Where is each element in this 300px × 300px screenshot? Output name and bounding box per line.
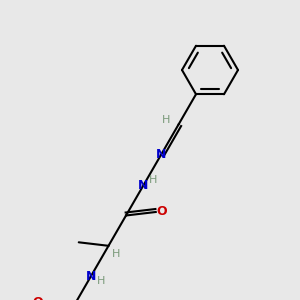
Text: H: H	[149, 175, 158, 185]
Text: N: N	[86, 270, 96, 283]
Text: H: H	[162, 115, 171, 124]
Text: N: N	[138, 179, 149, 192]
Text: O: O	[156, 206, 167, 218]
Text: H: H	[112, 249, 121, 259]
Text: O: O	[32, 296, 43, 300]
Text: N: N	[156, 148, 166, 161]
Text: H: H	[97, 276, 105, 286]
